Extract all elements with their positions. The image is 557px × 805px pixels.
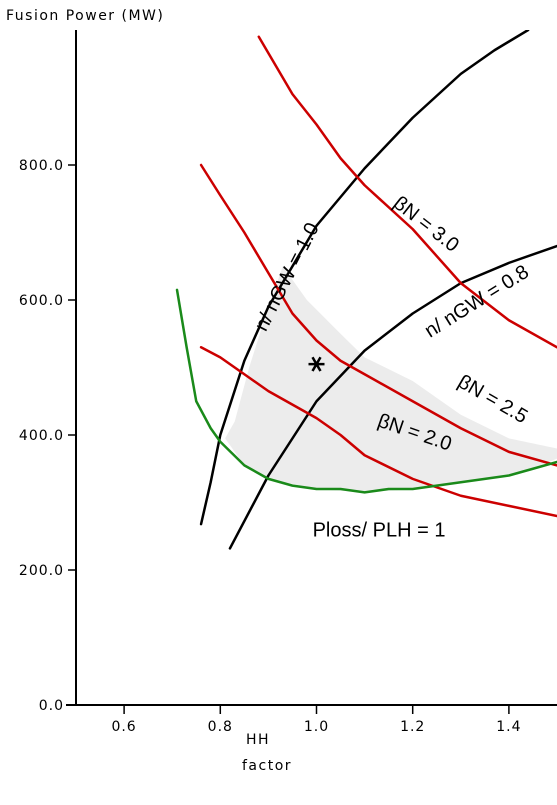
y-axis-title: Fusion Power (MW) [6, 8, 164, 24]
x-tick-label: 1.4 [496, 719, 521, 735]
x-tick-label: 0.8 [208, 719, 233, 735]
y-tick-label: 200.0 [19, 563, 64, 579]
curve-2 [257, 35, 557, 349]
curve-1 [228, 244, 557, 550]
curve-annotation: βN = 3.0 [389, 192, 463, 256]
curve-annotation: Ploss/ PLH = 1 [313, 519, 446, 541]
curve-4 [199, 346, 557, 518]
y-tick-label: 800.0 [19, 158, 64, 174]
x-tick-label: 1.0 [304, 719, 329, 735]
x-axis-title-line2: factor [242, 758, 292, 774]
design-point-marker [308, 356, 325, 372]
y-tick-label: 0.0 [39, 698, 64, 714]
x-axis-title-line1: HH [246, 732, 270, 748]
x-tick-label: 1.2 [400, 719, 425, 735]
x-tick-label: 0.6 [111, 719, 136, 735]
curve-annotation: n/ nGW = 0.8 [421, 261, 533, 342]
curve-0 [199, 30, 530, 526]
y-tick-label: 600.0 [19, 293, 64, 309]
y-tick-label: 400.0 [19, 428, 64, 444]
curve-5 [175, 288, 557, 494]
curve-3 [199, 163, 557, 467]
